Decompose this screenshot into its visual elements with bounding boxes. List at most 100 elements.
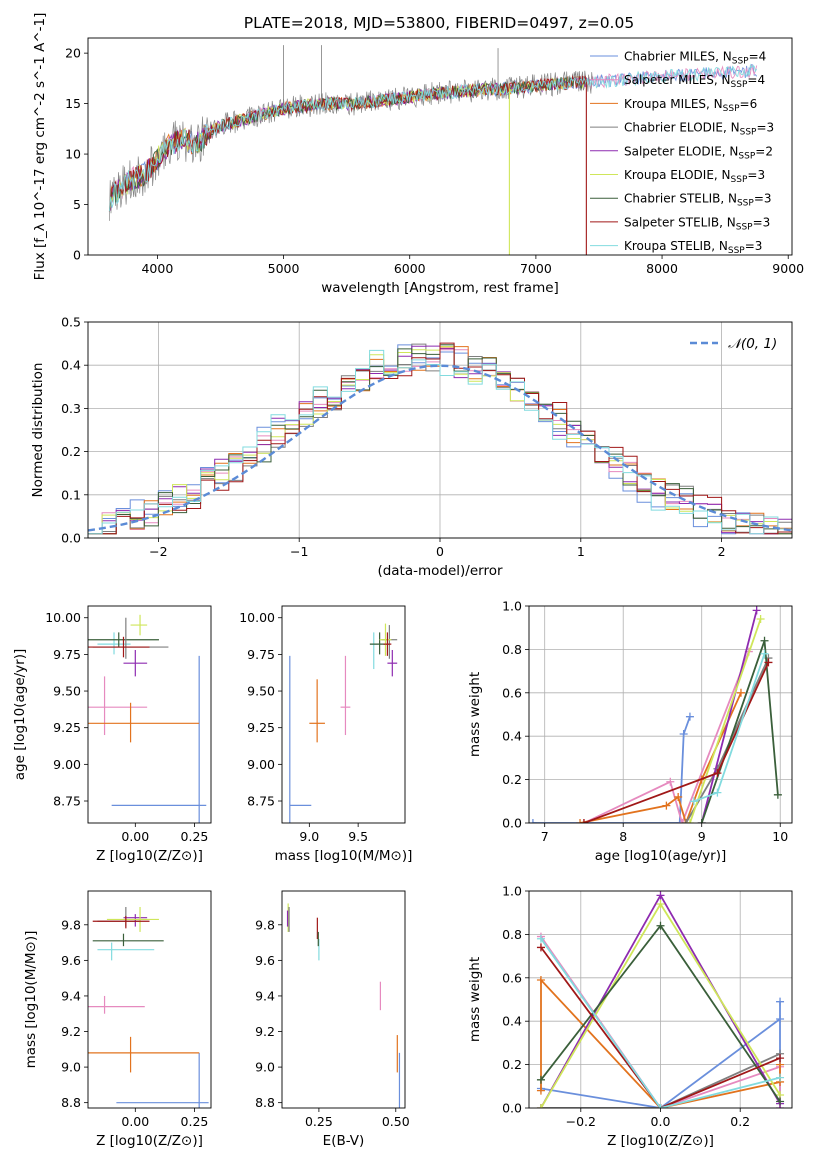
x-axis-label: Z [log10(Z/Z⊙)] xyxy=(607,1133,714,1149)
massweight-vs-z-panel: −0.2 0.0 0.2 0.0 0.2 0.4 0.6 0.8 1.0 Z [log10(Z/Z… xyxy=(467,884,793,1149)
x-tick-label: 0.25 xyxy=(181,829,209,844)
legend-label: Chabrier MILES, NSSP=4 xyxy=(624,50,766,67)
y-tick-label: 0.6 xyxy=(502,685,522,700)
y-tick-label: 9.6 xyxy=(61,953,81,968)
age-vs-z-panel: 0.00 0.25 8.75 9.00 9.25 9.50 9.75 10.00 Z [log1… xyxy=(12,605,212,864)
x-tick-label: 10 xyxy=(772,829,788,844)
y-tick-label: 10.00 xyxy=(239,610,275,625)
gaussian-curve xyxy=(88,364,792,532)
legend-label: Salpeter STELIB, NSSP=3 xyxy=(624,215,770,232)
y-tick-label: 0.0 xyxy=(502,816,522,831)
series-marker xyxy=(685,712,694,721)
x-axis-label: wavelength [Angstrom, rest frame] xyxy=(321,280,559,296)
y-axis-label: mass weight xyxy=(467,672,483,757)
series-marker xyxy=(760,649,769,658)
series-marker xyxy=(656,900,665,909)
series-marker xyxy=(679,730,688,739)
x-axis-label: Z [log10(Z/Z⊙)] xyxy=(96,1133,203,1149)
series-line xyxy=(700,610,758,823)
y-tick-label: 9.4 xyxy=(255,988,275,1003)
y-tick-label: 9.00 xyxy=(53,757,81,772)
x-tick-label: 0.50 xyxy=(382,1114,410,1129)
series-marker xyxy=(773,790,782,799)
x-tick-label: 0.00 xyxy=(121,829,149,844)
massweight-vs-z-plot-area xyxy=(536,891,785,1108)
x-tick-label: −1 xyxy=(290,544,308,559)
y-tick-label: 0.2 xyxy=(502,1057,522,1072)
axes-frame xyxy=(87,605,212,824)
y-tick-label: 8.75 xyxy=(247,794,275,809)
legend-label: Kroupa ELODIE, NSSP=3 xyxy=(624,168,765,185)
series-marker xyxy=(760,636,769,645)
massweight-vs-age-panel: 7 8 9 10 0.0 0.2 0.4 0.6 0.8 1.0 age [log10(age/yr… xyxy=(467,599,793,864)
y-tick-label: 0.0 xyxy=(502,1101,522,1116)
residual-hist-panel: −2 −1 0 1 2 0.0 0.1 0.2 0.3 0.4 0.5 𝒩(0, 1) (data-mo… xyxy=(30,315,793,579)
y-tick-label: 9.0 xyxy=(61,1060,81,1075)
y-tick-label: 10.00 xyxy=(45,610,81,625)
y-tick-label: 0.2 xyxy=(502,772,522,787)
legend-label: Kroupa STELIB, NSSP=3 xyxy=(624,239,762,256)
y-tick-label: 9.25 xyxy=(247,720,275,735)
series-marker xyxy=(776,1073,785,1082)
series-marker xyxy=(666,777,675,786)
series-line xyxy=(540,946,781,1108)
y-tick-label: 8.8 xyxy=(255,1095,275,1110)
axes-frame xyxy=(281,890,406,1109)
y-tick-label: 9.8 xyxy=(61,917,81,932)
age-vs-z-plot-area xyxy=(88,614,207,823)
x-tick-label: −2 xyxy=(149,544,167,559)
y-tick-label: 0.1 xyxy=(61,487,81,502)
y-tick-label: 9.25 xyxy=(53,720,81,735)
x-tick-label: 0.25 xyxy=(305,1114,333,1129)
histogram-step xyxy=(88,349,792,538)
y-tick-label: 5 xyxy=(73,197,81,212)
series-marker xyxy=(678,819,687,823)
spectrum-line xyxy=(108,74,587,212)
legend-label: Chabrier STELIB, NSSP=3 xyxy=(624,192,772,209)
y-tick-label: 20 xyxy=(65,46,81,61)
series-marker xyxy=(656,1104,665,1108)
spectrum-plot-area xyxy=(108,45,758,255)
series-marker xyxy=(579,819,588,823)
spectrum-line xyxy=(108,63,758,212)
x-tick-label: 8 xyxy=(619,829,627,844)
x-tick-label: −0.2 xyxy=(566,1114,596,1129)
series-line xyxy=(583,651,750,823)
series-marker xyxy=(697,819,706,823)
y-tick-label: 9.50 xyxy=(247,684,275,699)
series-line xyxy=(541,1052,781,1108)
y-tick-label: 9.8 xyxy=(255,917,275,932)
y-tick-label: 9.75 xyxy=(247,647,275,662)
mass-vs-ebv-plot-area xyxy=(286,903,401,1108)
x-tick-label: 7 xyxy=(541,829,549,844)
series-marker xyxy=(756,615,765,624)
x-tick-label: 1 xyxy=(577,544,585,559)
x-tick-label: 9.0 xyxy=(299,829,319,844)
mass-vs-ebv-panel: 0.25 0.50 8.8 9.0 9.2 9.4 9.6 9.8 E(B-V) xyxy=(255,890,410,1149)
series-marker xyxy=(776,1015,785,1024)
y-tick-label: 15 xyxy=(65,96,81,111)
legend-label: Salpeter ELODIE, NSSP=2 xyxy=(624,144,773,161)
series-marker xyxy=(776,1097,785,1106)
series-marker xyxy=(682,819,691,823)
legend-label: 𝒩(0, 1) xyxy=(728,336,777,352)
x-tick-label: 2 xyxy=(718,544,726,559)
axes-frame xyxy=(87,321,793,539)
y-tick-label: 8.8 xyxy=(61,1095,81,1110)
age-vs-mass-plot-area xyxy=(289,623,398,823)
x-tick-label: 6000 xyxy=(394,261,426,276)
series-marker xyxy=(536,975,545,984)
axes-frame xyxy=(87,37,793,256)
series-marker xyxy=(662,801,671,810)
y-tick-label: 0.3 xyxy=(61,401,81,416)
spectrum-panel: 4000 5000 6000 7000 8000 9000 0 5 10 15 20 Chabrier… xyxy=(32,13,804,296)
mass-vs-z-panel: 0.00 0.25 8.8 9.0 9.2 9.4 9.6 9.8 Z [log10(Z/Z⊙)… xyxy=(23,890,212,1149)
series-marker xyxy=(689,797,698,806)
histogram-step xyxy=(88,342,792,538)
series-marker xyxy=(764,658,773,667)
y-tick-label: 9.2 xyxy=(255,1024,275,1039)
spectrum-line xyxy=(108,75,587,212)
y-axis-label: age [log10(age/yr)] xyxy=(12,649,28,781)
series-marker xyxy=(529,819,537,823)
